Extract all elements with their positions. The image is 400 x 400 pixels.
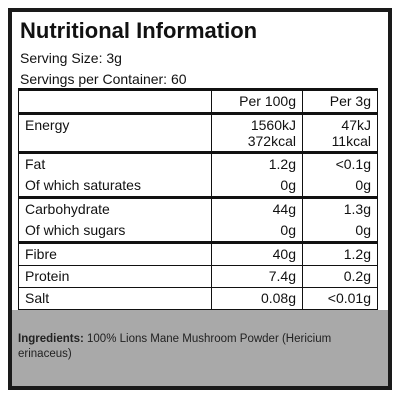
nutrient-label: Of which saturates: [18, 175, 212, 198]
servings: Servings per Container: 60: [20, 71, 187, 87]
value-cell: 47kJ 11kcal: [302, 112, 378, 153]
value: 1.2g: [343, 246, 371, 262]
ingredients-label: Ingredients:: [18, 333, 84, 345]
value-cell: 1.2g: [211, 151, 303, 175]
value: 0g: [280, 222, 296, 238]
value-cell: 1560kJ 372kcal: [211, 112, 303, 153]
value: 7.4g: [268, 268, 296, 284]
serving-size: Serving Size: 3g: [20, 50, 122, 66]
value-cell: 7.4g: [211, 265, 303, 288]
value: <0.1g: [335, 156, 371, 172]
value-cell: 0.2g: [302, 265, 378, 288]
column-header: Per 3g: [302, 88, 378, 114]
nutrient-row: Energy 1560kJ 372kcal 47kJ 11kcal: [18, 112, 378, 153]
value-cell: 0g: [211, 175, 303, 198]
value: 1560kJ: [250, 117, 296, 133]
value: 0g: [355, 177, 371, 193]
value-cell: 44g: [211, 196, 303, 220]
nutrient-row: Carbohydrate 44g 1.3g: [18, 196, 378, 220]
nutrient-label: Fat: [18, 151, 212, 175]
value: 44g: [272, 201, 296, 217]
ingredients-text: 100% Lions Mane Mushroom Powder (Hericiu…: [18, 333, 332, 360]
value-cell: <0.1g: [302, 151, 378, 175]
value-cell: 1.2g: [302, 241, 378, 266]
value: 1.3g: [343, 201, 371, 217]
nutrient-row: Of which saturates 0g 0g: [18, 175, 378, 198]
value-cell: 0g: [302, 220, 378, 243]
value: 372kcal: [247, 133, 296, 149]
nutrient-label: Of which sugars: [18, 220, 212, 243]
header-row: Per 100g Per 3g: [18, 88, 378, 114]
value-cell: 40g: [211, 241, 303, 266]
nutrient-label: Carbohydrate: [18, 196, 212, 220]
nutrient-row: Fat 1.2g <0.1g: [18, 151, 378, 175]
value-cell: 0g: [302, 175, 378, 198]
column-header: Per 100g: [211, 88, 303, 114]
value: 0.08g: [260, 290, 296, 306]
value: <0.01g: [327, 290, 371, 306]
ingredients: Ingredients: 100% Lions Mane Mushroom Po…: [18, 332, 382, 362]
value: 40g: [272, 246, 296, 262]
value: 11kcal: [331, 133, 371, 149]
nutrient-label: Energy: [18, 112, 212, 153]
nutrient-row: Protein 7.4g 0.2g: [18, 265, 378, 288]
header-cell: [18, 88, 212, 114]
value: 0g: [355, 222, 371, 238]
ingredients-panel: Ingredients: 100% Lions Mane Mushroom Po…: [12, 310, 388, 386]
value: 0g: [280, 177, 296, 193]
value: 1.2g: [268, 156, 296, 172]
nutrient-label: Protein: [18, 265, 212, 288]
value-cell: <0.01g: [302, 287, 378, 312]
nutrition-table: Per 100g Per 3g Energy 1560kJ 372kcal 47kJ 11k…: [18, 88, 378, 312]
nutrient-label: Salt: [18, 287, 212, 312]
label-frame: Nutritional Information Serving Size: 3g…: [8, 8, 392, 390]
nutrient-row: Fibre 40g 1.2g: [18, 241, 378, 266]
value: 0.2g: [343, 268, 371, 284]
value-cell: 0.08g: [211, 287, 303, 312]
value-cell: 1.3g: [302, 196, 378, 220]
value: 47kJ: [341, 117, 371, 133]
nutrient-label: Fibre: [18, 241, 212, 266]
value-cell: 0g: [211, 220, 303, 243]
nutrient-row: Of which sugars 0g 0g: [18, 220, 378, 243]
title: Nutritional Information: [20, 18, 258, 43]
nutrient-row: Salt 0.08g <0.01g: [18, 287, 378, 312]
